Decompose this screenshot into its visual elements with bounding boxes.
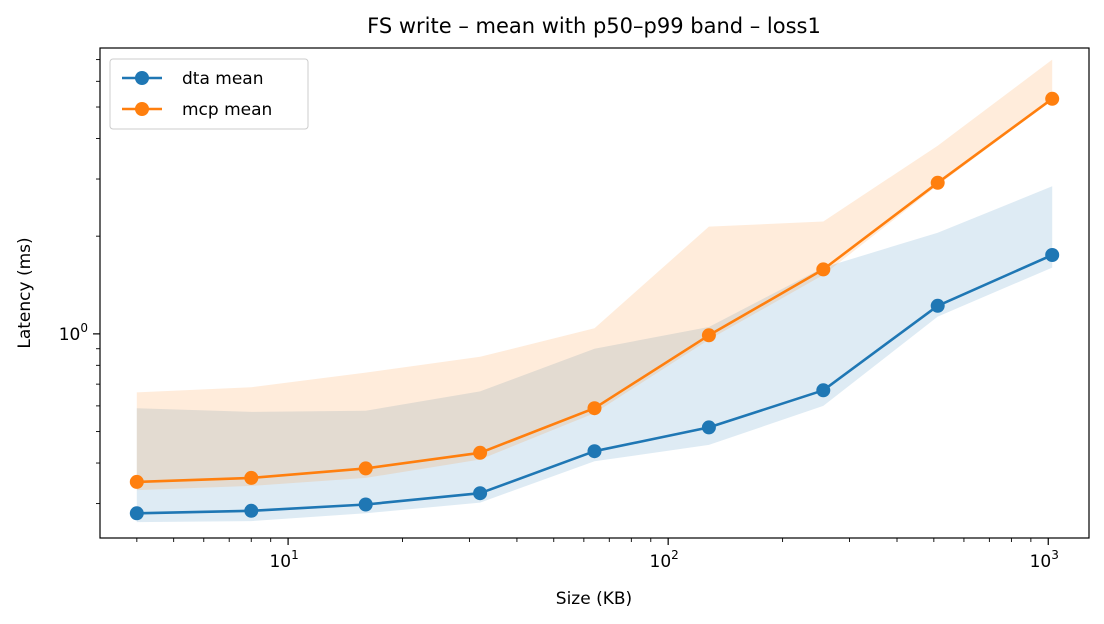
x-tick-label: 101: [269, 548, 298, 572]
lines-layer: [129, 91, 1060, 521]
point-dta-mean: [1045, 248, 1060, 262]
legend-marker-mcp-mean: [135, 102, 149, 116]
x-tick-label: 102: [650, 548, 679, 572]
point-dta-mean: [587, 444, 602, 459]
point-dta-mean: [816, 383, 831, 398]
legend-label-dta-mean: dta mean: [182, 69, 264, 89]
plot-frame: [99, 47, 1090, 539]
legend-label-mcp-mean: mcp mean: [182, 100, 272, 120]
point-dta-mean: [930, 298, 945, 313]
point-mcp-mean: [930, 175, 945, 190]
y-axis-ticks: 100: [59, 59, 100, 505]
y-axis-label: Latency (ms): [15, 237, 35, 348]
point-mcp-mean: [358, 461, 373, 476]
point-dta-mean: [358, 497, 373, 512]
point-mcp-mean: [473, 445, 488, 460]
point-mcp-mean: [244, 470, 259, 485]
chart-title: FS write – mean with p50–p99 band – loss…: [367, 14, 821, 38]
legend: dta mean mcp mean: [109, 58, 309, 130]
x-axis-label: Size (KB): [556, 589, 632, 609]
point-mcp-mean: [816, 262, 831, 277]
point-dta-mean: [244, 503, 259, 518]
legend-box: [109, 58, 309, 130]
y-tick-label: 100: [59, 321, 88, 345]
point-mcp-mean: [587, 401, 602, 416]
legend-marker-dta-mean: [135, 71, 149, 85]
point-mcp-mean: [1045, 91, 1060, 106]
point-dta-mean: [473, 486, 488, 501]
point-dta-mean: [129, 506, 144, 521]
point-dta-mean: [701, 420, 716, 435]
point-mcp-mean: [701, 328, 716, 343]
band-mcp-mean: [136, 59, 1053, 491]
point-mcp-mean: [129, 474, 144, 489]
x-axis-ticks: 101 102 103: [136, 538, 1059, 572]
x-tick-label: 103: [1030, 548, 1059, 572]
